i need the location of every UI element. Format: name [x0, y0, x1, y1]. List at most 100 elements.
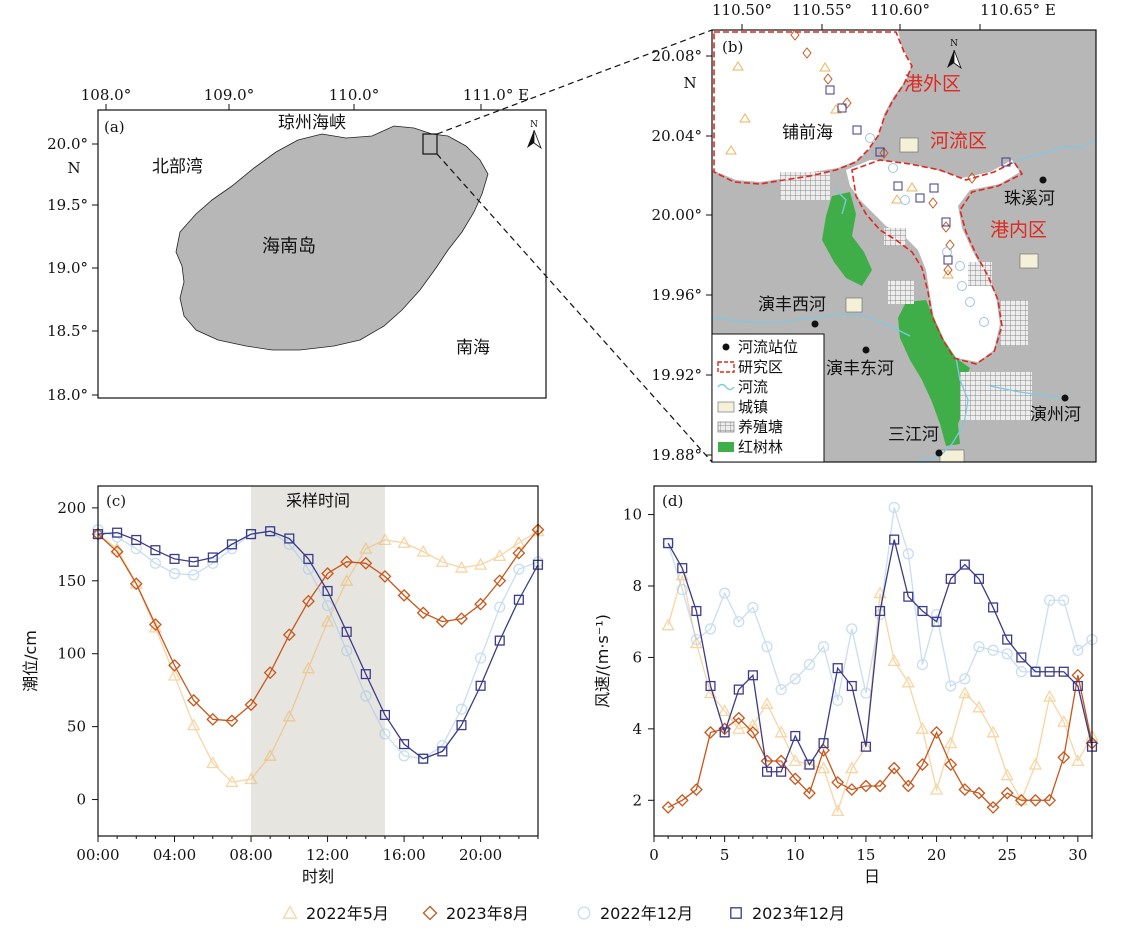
data-point [789, 673, 801, 685]
panel-d-tag: (d) [662, 492, 683, 510]
panel-b-lat-tick: 20.04° [652, 127, 702, 145]
town-area [845, 297, 863, 313]
data-point [397, 536, 411, 548]
x-tick-label: 12:00 [306, 846, 349, 864]
data-point [945, 680, 957, 692]
data-point [129, 577, 143, 591]
zone-label-river: 河流区 [930, 130, 987, 152]
data-point [704, 726, 717, 739]
data-point [1000, 768, 1014, 781]
panel-c-ylabel: 潮位/cm [21, 630, 40, 692]
data-point [832, 663, 843, 674]
zone-label-inner: 港内区 [990, 219, 1047, 241]
panel-a-lon-tick: 108.0° [81, 86, 131, 104]
data-point [1044, 666, 1055, 677]
legend-triangle-icon [282, 905, 298, 919]
data-point [225, 775, 239, 788]
series-line [97, 529, 539, 760]
data-point [774, 725, 788, 738]
legend-label: 2023年8月 [446, 904, 529, 923]
x-tick-label: 00:00 [76, 846, 119, 864]
data-point [110, 545, 124, 559]
data-point [244, 698, 258, 712]
data-point [988, 602, 999, 613]
panel-a-lat-suffix: N [67, 159, 80, 177]
panel-b-lon-tick: 110.65° E [980, 1, 1056, 19]
study-area-boundary [851, 159, 1024, 365]
legend-entry [422, 905, 438, 921]
data-point [1057, 751, 1071, 764]
data-point [663, 538, 674, 549]
map-legend: 河流站位 研究区 河流 城镇 养殖塘 红树林 [711, 333, 825, 463]
panel-a-lon-tick: 110.0° [329, 86, 379, 104]
y-tick-label: 4 [632, 720, 642, 738]
aquaculture-pond [960, 372, 1032, 420]
study-area-boundary [713, 31, 913, 185]
data-point [148, 618, 162, 631]
data-point [719, 727, 730, 738]
data-point [379, 728, 391, 740]
mangrove-area [822, 192, 872, 286]
data-point [302, 563, 315, 575]
data-point [719, 587, 731, 599]
label-sea: 南海 [456, 338, 490, 358]
data-point [494, 601, 506, 613]
data-point [915, 722, 930, 734]
panel-c-tide-chart: 采样时间 0 50 100 150 200 00:00 04:00 08:00 12:00 16:… [21, 485, 545, 886]
data-point [846, 680, 857, 692]
data-point [1072, 680, 1083, 692]
y-tick-label: 6 [632, 648, 642, 666]
data-point [677, 563, 688, 574]
data-point [512, 546, 526, 560]
label-gulf: 北部湾 [152, 157, 203, 177]
data-point [475, 680, 486, 691]
data-point [944, 758, 958, 771]
data-point [790, 730, 801, 742]
data-point [340, 573, 354, 586]
panel-a-lat-tick: 19.0° [47, 259, 88, 277]
data-point [1071, 668, 1085, 682]
data-point [973, 641, 985, 653]
data-point [746, 718, 760, 731]
data-point [931, 616, 942, 627]
panel-d-ylabel: 风速/(m·s⁻¹) [593, 614, 612, 708]
legend-mangrove-symbol [718, 442, 734, 452]
data-point [1058, 666, 1069, 677]
data-point [416, 606, 430, 620]
panel-c-xlabel: 时刻 [302, 867, 334, 886]
data-point [747, 601, 759, 614]
data-point [901, 675, 915, 688]
data-point [973, 573, 985, 584]
series-diamond [661, 668, 1099, 814]
data-point [1030, 666, 1041, 677]
data-point [188, 556, 199, 567]
legend-entry [282, 905, 298, 919]
data-point [341, 626, 352, 637]
data-point [930, 726, 943, 739]
data-point [818, 738, 829, 749]
data-point [322, 585, 333, 597]
panel-b-tag: (b) [722, 38, 743, 56]
data-point [901, 779, 915, 793]
data-point [206, 712, 220, 726]
data-point [454, 560, 469, 573]
data-point [474, 557, 488, 570]
panel-b-map: 110.50° 110.55° 110.60° 110.65° E 20.08°… [652, 1, 1097, 464]
data-point [225, 714, 239, 728]
data-point [493, 574, 507, 588]
legend-station-symbol [722, 343, 730, 351]
data-point [321, 567, 334, 580]
data-point [475, 652, 487, 664]
data-point [804, 759, 815, 770]
series-legend: 2022年5月 2023年8月 2022年12月 2023年12月 [282, 904, 845, 923]
x-tick-label: 5 [720, 846, 730, 864]
y-tick-label: 0 [76, 791, 86, 809]
data-point [379, 709, 391, 721]
legend-entry [577, 906, 591, 920]
data-point [1002, 634, 1013, 645]
data-point [732, 722, 746, 734]
data-point [207, 552, 218, 563]
panel-a-lon-tick: 111.0° E [463, 86, 529, 104]
north-arrow-icon: N [527, 120, 542, 150]
place-label-zhuxi: 珠溪河 [1004, 189, 1055, 209]
